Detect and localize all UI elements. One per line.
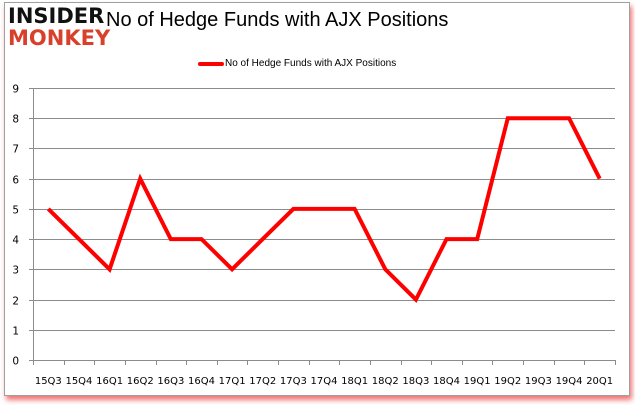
x-axis: 15Q3 15Q4 16Q1 16Q2 16Q3 16Q4 17Q1 17Q2 17Q3 17Q4… bbox=[33, 360, 616, 387]
x-tick-label: 18Q3 bbox=[402, 376, 429, 387]
chart-legend: No of Hedge Funds with AJX Positions bbox=[198, 58, 396, 69]
legend-line-icon bbox=[198, 61, 224, 66]
insider-monkey-logo: INSIDER MONKEY bbox=[8, 6, 110, 49]
y-tick-label: 3 bbox=[12, 265, 19, 277]
x-tick-label: 15Q3 bbox=[35, 376, 62, 387]
x-tick-label: 19Q1 bbox=[464, 376, 491, 387]
x-tick-label: 16Q4 bbox=[188, 376, 215, 387]
x-tick-label: 15Q4 bbox=[65, 376, 92, 387]
x-tick-label: 18Q1 bbox=[341, 376, 368, 387]
x-tick-label: 18Q2 bbox=[372, 376, 399, 387]
y-axis: 0 1 2 3 4 5 6 7 8 9 bbox=[12, 84, 34, 368]
y-tick-label: 9 bbox=[12, 84, 19, 96]
legend-label: No of Hedge Funds with AJX Positions bbox=[225, 58, 397, 69]
y-tick-label: 6 bbox=[12, 175, 19, 187]
x-tick-label: 16Q3 bbox=[157, 376, 184, 387]
data-line bbox=[46, 116, 602, 303]
x-tick-label: 16Q2 bbox=[127, 376, 154, 387]
y-tick-label: 7 bbox=[12, 144, 19, 156]
y-tick-label: 4 bbox=[12, 235, 19, 247]
x-tick-label: 19Q3 bbox=[525, 376, 552, 387]
logo-line-1: INSIDER bbox=[8, 4, 105, 28]
logo-line-2: MONKEY bbox=[8, 26, 111, 50]
x-tick-label: 17Q2 bbox=[249, 376, 276, 387]
x-tick-label: 19Q4 bbox=[556, 376, 583, 387]
y-tick-label: 5 bbox=[12, 205, 19, 217]
gridlines bbox=[33, 88, 615, 331]
x-tick-label: 19Q2 bbox=[494, 376, 521, 387]
x-tick-label: 16Q1 bbox=[96, 376, 123, 387]
y-tick-label: 2 bbox=[12, 296, 19, 308]
y-tick-label: 0 bbox=[12, 356, 19, 368]
x-tick-label: 17Q1 bbox=[219, 376, 246, 387]
x-tick-label: 18Q4 bbox=[433, 376, 460, 387]
chart-title: No of Hedge Funds with AJX Positions bbox=[106, 9, 449, 31]
x-tick-label: 17Q4 bbox=[311, 376, 338, 387]
x-tick-label: 17Q3 bbox=[280, 376, 307, 387]
y-tick-label: 8 bbox=[12, 114, 19, 126]
x-tick-label: 20Q1 bbox=[586, 376, 613, 387]
y-tick-label: 1 bbox=[12, 326, 19, 338]
